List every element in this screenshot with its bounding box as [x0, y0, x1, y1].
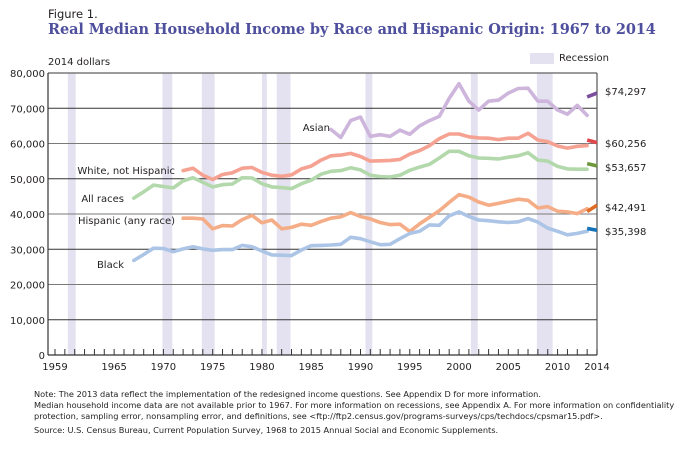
- series-line-all-races: [132, 149, 589, 200]
- data-label-2014: $53,657: [605, 163, 646, 174]
- y-tick-label: 30,000: [10, 245, 45, 256]
- y-axis-units-label: 2014 dollars: [48, 57, 111, 68]
- x-tick-label: 1959: [42, 362, 67, 373]
- y-tick-label: 10,000: [10, 316, 45, 327]
- x-tick-label: 2010: [545, 362, 570, 373]
- series-end-segment: [586, 138, 598, 145]
- data-label-2014: $42,491: [605, 203, 646, 214]
- figure-label: Figure 1.: [48, 7, 98, 21]
- y-tick-label: 20,000: [10, 281, 45, 292]
- x-tick-label: 1990: [348, 362, 373, 373]
- y-tick-label: 50,000: [10, 175, 45, 186]
- line-chart: 0 10,000 20,000 30,000 40,000 50,000 60,000 70,…: [10, 69, 646, 373]
- x-tick-label: 2014: [584, 362, 609, 373]
- series-line-hispanic-any-race: [181, 192, 589, 234]
- legend-recession-swatch: [530, 53, 554, 64]
- y-tick-label: 0: [39, 351, 45, 362]
- x-tick-label: 1980: [249, 362, 274, 373]
- chart-title: Real Median Household Income by Race and…: [48, 21, 656, 38]
- data-label-2014: $60,256: [605, 139, 646, 150]
- series-line-black: [132, 210, 589, 263]
- series-label: All races: [81, 194, 124, 205]
- legend: Recession: [530, 53, 609, 64]
- data-label-2014: $35,398: [605, 227, 646, 238]
- x-tick-label: 1975: [200, 362, 225, 373]
- x-tick-label: 2000: [446, 362, 471, 373]
- series-label: White, not Hispanic: [77, 166, 175, 177]
- source-note: Source: U.S. Census Bureau, Current Popu…: [34, 425, 499, 435]
- y-tick-label: 80,000: [10, 69, 45, 80]
- series-labels: Asian $74,297 White, not Hispanic $60,256 Al…: [77, 87, 646, 271]
- x-tick-label: 1970: [151, 362, 176, 373]
- x-tick-label: 2005: [496, 362, 521, 373]
- series-label: Black: [97, 260, 124, 271]
- note-line-1: Note: The 2013 data reflect the implemen…: [34, 389, 541, 399]
- series-end-segment: [586, 161, 598, 168]
- gridlines: [48, 72, 597, 321]
- series-lines: [132, 81, 598, 263]
- series-label: Hispanic (any race): [78, 216, 175, 227]
- series-end-segment: [586, 203, 598, 214]
- axes: 0 10,000 20,000 30,000 40,000 50,000 60,000 70,…: [10, 69, 610, 373]
- chart-notes: Note: The 2013 data reflect the implemen…: [34, 389, 679, 436]
- data-label-2014: $74,297: [605, 87, 646, 98]
- note-line-2: Median household income data are not ava…: [34, 400, 675, 421]
- x-tick-label: 1995: [397, 362, 422, 373]
- series-label: Asian: [303, 123, 330, 134]
- y-tick-label: 70,000: [10, 104, 45, 115]
- x-tick-label: 1985: [298, 362, 323, 373]
- x-tick-label: 1965: [101, 362, 126, 373]
- series-line-asian: [329, 81, 589, 140]
- y-tick-label: 40,000: [10, 210, 45, 221]
- series-line-white-not-hispanic: [181, 131, 589, 182]
- legend-recession-label: Recession: [559, 53, 609, 64]
- y-tick-label: 60,000: [10, 140, 45, 151]
- series-end-segment: [586, 226, 598, 232]
- series-end-segment: [586, 91, 598, 99]
